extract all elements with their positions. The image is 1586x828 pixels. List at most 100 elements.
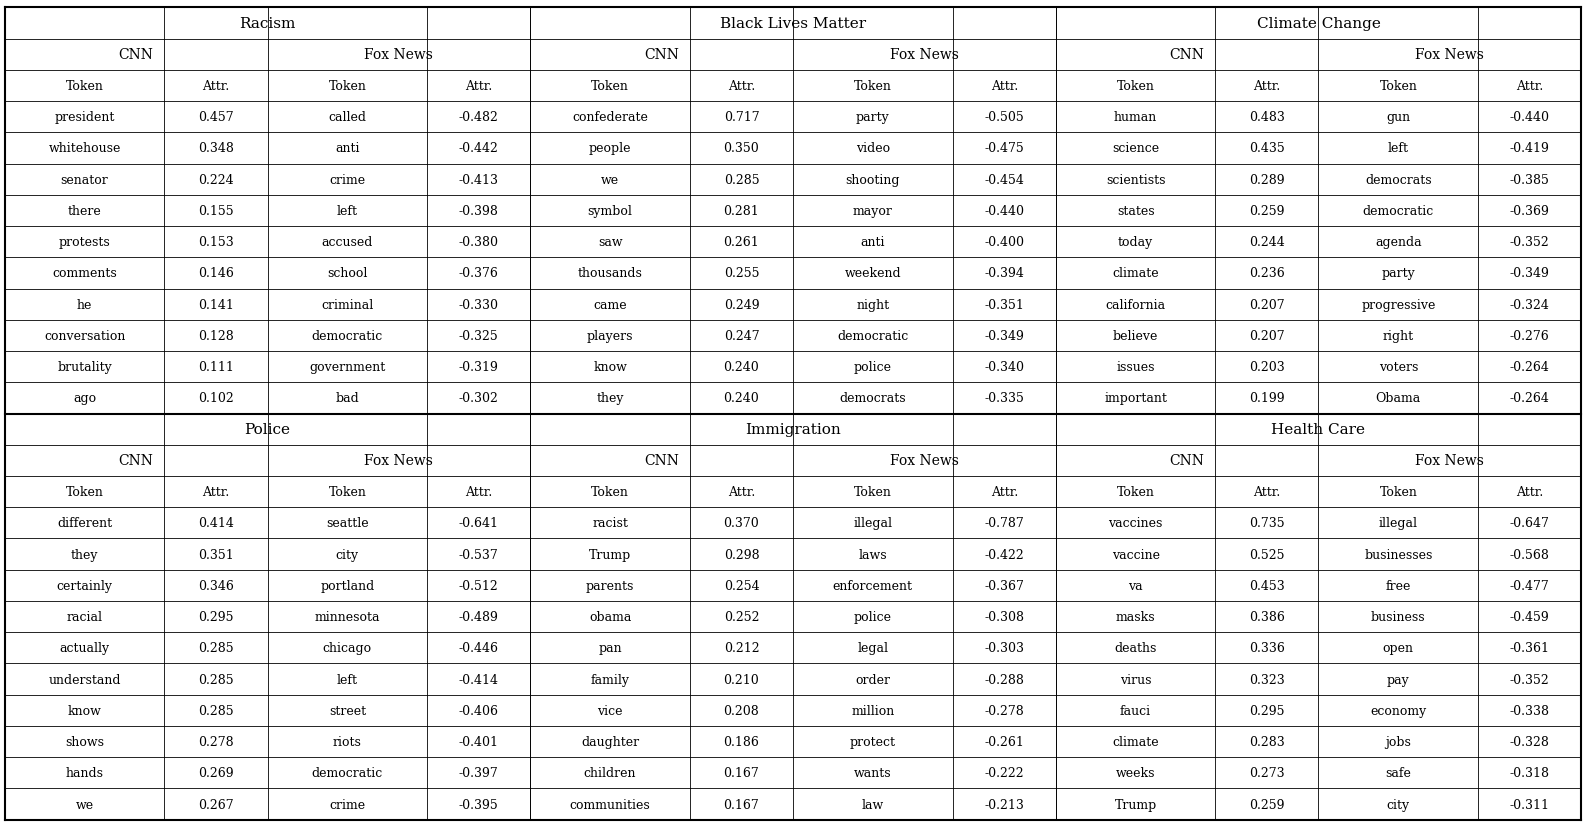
Text: deaths: deaths xyxy=(1115,642,1156,655)
Text: CNN: CNN xyxy=(1170,454,1204,468)
Text: virus: virus xyxy=(1120,673,1151,686)
Text: 0.735: 0.735 xyxy=(1250,517,1285,530)
Text: Token: Token xyxy=(1380,485,1418,498)
Text: Fox News: Fox News xyxy=(365,454,433,468)
Text: criminal: criminal xyxy=(322,298,373,311)
Text: -0.324: -0.324 xyxy=(1510,298,1550,311)
Text: actually: actually xyxy=(60,642,109,655)
Text: 0.186: 0.186 xyxy=(723,735,760,749)
Text: -0.397: -0.397 xyxy=(458,767,498,779)
Text: senator: senator xyxy=(60,173,108,186)
Text: CNN: CNN xyxy=(119,48,154,62)
Text: vaccines: vaccines xyxy=(1109,517,1163,530)
Text: Immigration: Immigration xyxy=(745,422,841,436)
Text: issues: issues xyxy=(1117,361,1155,373)
Text: 0.483: 0.483 xyxy=(1250,111,1285,124)
Text: right: right xyxy=(1383,330,1413,343)
Text: -0.311: -0.311 xyxy=(1510,797,1550,811)
Text: 0.249: 0.249 xyxy=(723,298,760,311)
Text: -0.318: -0.318 xyxy=(1510,767,1550,779)
Text: 0.435: 0.435 xyxy=(1250,142,1285,155)
Text: 0.210: 0.210 xyxy=(723,673,760,686)
Text: know: know xyxy=(68,704,102,717)
Text: 0.295: 0.295 xyxy=(1250,704,1285,717)
Text: they: they xyxy=(596,392,623,405)
Text: -0.512: -0.512 xyxy=(458,579,498,592)
Text: CNN: CNN xyxy=(644,48,679,62)
Text: people: people xyxy=(588,142,631,155)
Text: climate: climate xyxy=(1112,267,1159,280)
Text: -0.647: -0.647 xyxy=(1510,517,1550,530)
Text: vaccine: vaccine xyxy=(1112,548,1159,561)
Text: -0.328: -0.328 xyxy=(1510,735,1550,749)
Text: believe: believe xyxy=(1113,330,1158,343)
Text: 0.259: 0.259 xyxy=(1250,797,1285,811)
Text: Attr.: Attr. xyxy=(1253,79,1280,93)
Text: 0.323: 0.323 xyxy=(1250,673,1285,686)
Text: 0.111: 0.111 xyxy=(198,361,233,373)
Text: 0.199: 0.199 xyxy=(1250,392,1285,405)
Text: -0.349: -0.349 xyxy=(1510,267,1550,280)
Text: 0.244: 0.244 xyxy=(1250,236,1285,249)
Text: 0.224: 0.224 xyxy=(198,173,233,186)
Text: 0.259: 0.259 xyxy=(1250,205,1285,218)
Text: scientists: scientists xyxy=(1105,173,1166,186)
Text: democrats: democrats xyxy=(1366,173,1432,186)
Text: -0.477: -0.477 xyxy=(1510,579,1550,592)
Text: laws: laws xyxy=(858,548,887,561)
Text: progressive: progressive xyxy=(1361,298,1435,311)
Text: video: video xyxy=(856,142,890,155)
Text: Fox News: Fox News xyxy=(1415,454,1484,468)
Text: 0.525: 0.525 xyxy=(1250,548,1285,561)
Text: -0.369: -0.369 xyxy=(1510,205,1550,218)
Text: order: order xyxy=(855,673,890,686)
Text: -0.422: -0.422 xyxy=(985,548,1025,561)
Text: democratic: democratic xyxy=(837,330,909,343)
Text: Fox News: Fox News xyxy=(890,454,960,468)
Text: different: different xyxy=(57,517,113,530)
Text: bad: bad xyxy=(336,392,360,405)
Text: we: we xyxy=(76,797,94,811)
Text: -0.641: -0.641 xyxy=(458,517,498,530)
Text: Attr.: Attr. xyxy=(991,79,1018,93)
Text: climate: climate xyxy=(1112,735,1159,749)
Text: economy: economy xyxy=(1370,704,1426,717)
Text: -0.352: -0.352 xyxy=(1510,236,1550,249)
Text: -0.413: -0.413 xyxy=(458,173,498,186)
Text: illegal: illegal xyxy=(1378,517,1418,530)
Text: -0.264: -0.264 xyxy=(1510,392,1550,405)
Text: 0.167: 0.167 xyxy=(723,767,760,779)
Text: 0.336: 0.336 xyxy=(1250,642,1285,655)
Text: enforcement: enforcement xyxy=(833,579,914,592)
Text: shows: shows xyxy=(65,735,105,749)
Text: 0.252: 0.252 xyxy=(723,610,760,623)
Text: brutality: brutality xyxy=(57,361,113,373)
Text: -0.352: -0.352 xyxy=(1510,673,1550,686)
Text: -0.278: -0.278 xyxy=(985,704,1025,717)
Text: 0.278: 0.278 xyxy=(198,735,233,749)
Text: Token: Token xyxy=(65,485,103,498)
Text: weekend: weekend xyxy=(844,267,901,280)
Text: Attr.: Attr. xyxy=(728,485,755,498)
Text: 0.255: 0.255 xyxy=(723,267,760,280)
Text: Attr.: Attr. xyxy=(1516,79,1543,93)
Text: Token: Token xyxy=(328,485,366,498)
Text: free: free xyxy=(1386,579,1412,592)
Text: -0.537: -0.537 xyxy=(458,548,498,561)
Text: confederate: confederate xyxy=(573,111,649,124)
Text: human: human xyxy=(1113,111,1158,124)
Text: anti: anti xyxy=(861,236,885,249)
Text: know: know xyxy=(593,361,626,373)
Text: open: open xyxy=(1383,642,1413,655)
Text: Token: Token xyxy=(1117,485,1155,498)
Text: business: business xyxy=(1370,610,1426,623)
Text: 0.414: 0.414 xyxy=(198,517,233,530)
Text: 0.240: 0.240 xyxy=(723,361,760,373)
Text: democrats: democrats xyxy=(839,392,906,405)
Text: 0.269: 0.269 xyxy=(198,767,233,779)
Text: racial: racial xyxy=(67,610,103,623)
Text: came: came xyxy=(593,298,626,311)
Text: -0.222: -0.222 xyxy=(985,767,1025,779)
Text: 0.283: 0.283 xyxy=(1250,735,1285,749)
Text: important: important xyxy=(1104,392,1167,405)
